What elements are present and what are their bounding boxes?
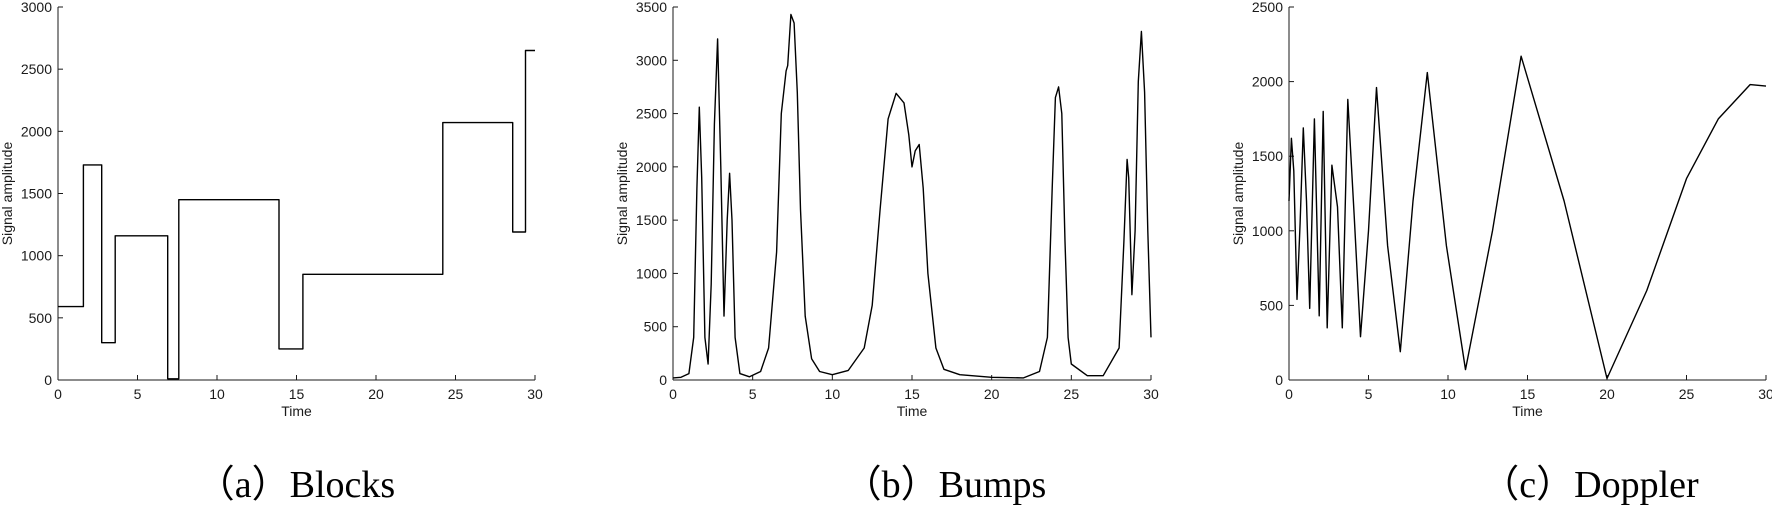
y-tick-label: 1500	[21, 186, 52, 202]
y-tick-label: 1000	[1252, 223, 1283, 239]
y-tick-label: 0	[1275, 372, 1283, 388]
chart-caption: （c）Doppler	[1481, 464, 1699, 506]
y-tick-label: 2000	[1252, 74, 1283, 90]
chart-caption: （a）Blocks	[197, 464, 395, 506]
x-axis-title: Time	[897, 403, 928, 419]
x-tick-label: 0	[669, 386, 677, 402]
chart-caption: （b）Bumps	[844, 464, 1047, 506]
y-tick-label: 3000	[636, 52, 667, 68]
x-tick-label: 20	[368, 386, 384, 402]
y-tick-label: 500	[29, 310, 53, 326]
x-tick-label: 0	[54, 386, 62, 402]
y-tick-label: 1000	[21, 248, 52, 264]
chart-panel-0: 0 5 10 15 20 25 30 0 500 1000 1500 2000 2500 3000 Time…	[0, 0, 543, 506]
series-line-0	[1288, 55, 1767, 380]
x-tick-label: 30	[527, 386, 543, 402]
y-axis-title: Signal amplitude	[1230, 142, 1246, 246]
y-tick-label: 0	[659, 372, 667, 388]
x-tick-label: 15	[1520, 386, 1536, 402]
x-tick-label: 10	[1440, 386, 1456, 402]
chart-panel-1: 0 5 10 15 20 25 30 0 500 1000 1500 2000 2500 3000 3500…	[614, 0, 1159, 506]
x-axis-title: Time	[1512, 403, 1543, 419]
y-tick-label: 1000	[636, 265, 667, 281]
x-tick-label: 25	[1064, 386, 1080, 402]
x-tick-label: 10	[209, 386, 225, 402]
chart-panel-2: 0 5 10 15 20 25 30 0 500 1000 1500 2000 2500 Time Sign…	[1230, 0, 1772, 506]
y-tick-label: 2000	[21, 123, 52, 139]
y-tick-label: 0	[44, 372, 52, 388]
y-tick-label: 3500	[636, 0, 667, 15]
series-line-0	[58, 49, 535, 380]
x-axis-title: Time	[281, 403, 312, 419]
x-tick-label: 25	[448, 386, 464, 402]
x-tick-label: 10	[825, 386, 841, 402]
x-tick-label: 5	[749, 386, 757, 402]
x-tick-label: 20	[984, 386, 1000, 402]
y-tick-label: 2000	[636, 159, 667, 175]
x-tick-label: 20	[1599, 386, 1615, 402]
y-tick-label: 2500	[21, 61, 52, 77]
x-tick-label: 5	[134, 386, 142, 402]
y-tick-label: 2500	[1252, 0, 1283, 15]
y-tick-label: 1500	[1252, 148, 1283, 164]
y-tick-label: 2500	[636, 106, 667, 122]
x-tick-label: 30	[1143, 386, 1159, 402]
x-tick-label: 0	[1285, 386, 1293, 402]
y-axis-title: Signal amplitude	[614, 142, 630, 246]
x-tick-label: 25	[1679, 386, 1695, 402]
x-tick-label: 15	[904, 386, 920, 402]
x-tick-label: 30	[1758, 386, 1772, 402]
y-tick-label: 1500	[636, 212, 667, 228]
y-tick-label: 3000	[21, 0, 52, 15]
y-tick-label: 500	[644, 319, 668, 335]
x-tick-label: 15	[289, 386, 305, 402]
y-tick-label: 500	[1260, 297, 1284, 313]
y-axis-title: Signal amplitude	[0, 142, 15, 246]
x-tick-label: 5	[1365, 386, 1373, 402]
series-line-0	[672, 13, 1152, 379]
